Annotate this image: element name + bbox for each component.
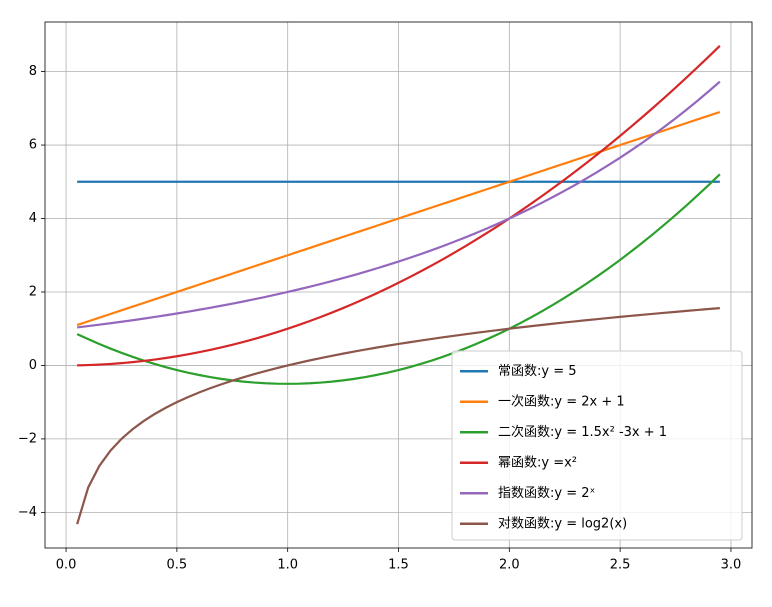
series-line [76, 307, 720, 525]
series-line [77, 80, 721, 329]
series-line [76, 110, 721, 327]
legend-box [451, 350, 743, 541]
y-tick-label: 4 [29, 211, 37, 226]
plot-frame [44, 21, 753, 549]
legend-label: 指数函数:y = 2ˣ [498, 486, 596, 501]
y-tick-label: −2 [18, 431, 37, 446]
y-tick-label: 2 [29, 284, 37, 299]
y-tick-label: 6 [29, 138, 37, 153]
legend-label: 常函数:y = 5 [498, 364, 577, 379]
series-line [77, 44, 721, 367]
x-tick-label: 2.5 [610, 558, 631, 573]
x-tick-label: 3.0 [721, 558, 742, 573]
x-tick-label: 1.0 [277, 558, 298, 573]
legend: 常函数:y = 5 一次函数:y = 2x + 1 二次函数:y = 1.5x² -… [451, 350, 743, 541]
series-line [76, 173, 721, 385]
y-tick-label: 0 [29, 358, 37, 373]
y-tick-label: 8 [29, 64, 37, 79]
legend-label: 一次函数:y = 2x + 1 [498, 393, 625, 409]
x-tick-label: 2.0 [499, 558, 520, 573]
legend-label: 幂函数:y =x² [498, 455, 577, 470]
x-tick-label: 1.5 [388, 558, 409, 573]
legend-label: 对数函数:y = log2(x) [498, 516, 627, 531]
legend-label: 二次函数:y = 1.5x² -3x + 1 [498, 424, 667, 440]
x-tick-label: 0.0 [56, 558, 77, 573]
y-tick-label: −4 [18, 505, 37, 520]
x-tick-label: 0.5 [167, 558, 188, 573]
